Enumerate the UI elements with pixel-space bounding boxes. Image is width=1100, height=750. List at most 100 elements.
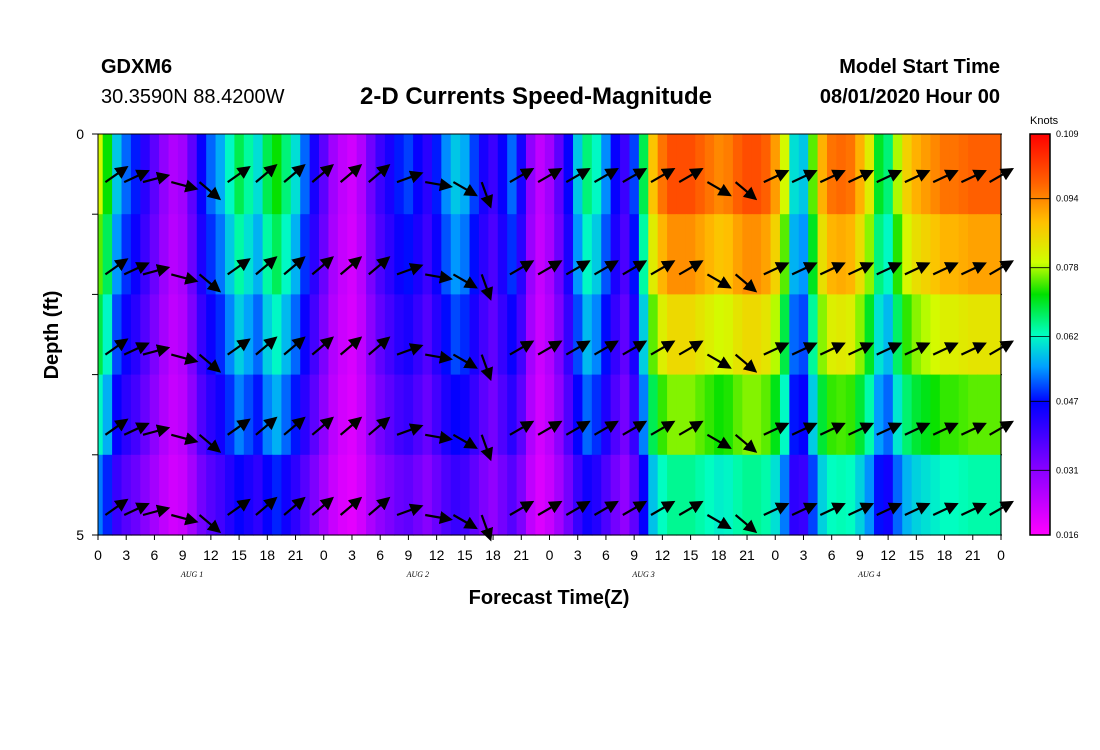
heatmap-cell [751,214,762,295]
current-vector [480,181,493,209]
heatmap-cell [234,214,245,295]
current-vector [425,178,453,192]
heatmap-cell [224,454,235,536]
x-tick-label: 12 [655,547,671,563]
heatmap-cell [648,214,659,295]
heatmap-cell [601,374,612,456]
heatmap-cell [911,454,922,536]
heatmap-cell [996,294,1002,376]
heatmap-cell [573,294,584,376]
heatmap-cell [460,374,471,456]
current-vectors [104,163,1015,542]
heatmap-cell [460,454,471,536]
x-tick-label: 9 [405,547,413,563]
heatmap-cell [732,294,743,376]
heatmap-cell [422,374,433,456]
x-tick-label: 18 [485,547,501,563]
heatmap-cell [300,374,311,456]
heatmap-cell [836,294,847,376]
heatmap-cell [704,374,715,456]
heatmap-cell [582,134,593,215]
heatmap-cell [422,454,433,536]
current-vector [706,353,732,369]
heatmap-cell [431,214,442,295]
heatmap-cell [319,214,330,295]
current-vector [904,262,931,276]
heatmap-cell [366,374,377,456]
heatmap-cell [469,374,480,456]
heatmap-cell [629,454,640,536]
heatmap-cell [356,374,367,456]
heatmap-cell [789,214,800,295]
current-vector [537,420,563,436]
current-vector [425,511,453,525]
heatmap-cell [309,294,320,376]
current-vector [480,274,493,301]
heatmap-cell [102,374,113,456]
current-vector [452,353,478,369]
heatmap-cell [366,214,377,295]
heatmap-cell [892,294,903,376]
heatmap-cell [366,294,377,376]
heatmap-cell [394,134,405,215]
heatmap-cell [450,454,461,536]
current-vector [734,353,758,373]
heatmap-cell [874,374,885,456]
heatmap-cell [112,294,123,376]
current-vector [876,342,903,356]
heatmap-cell [403,134,414,215]
heatmap-cell [375,374,386,456]
heatmap-cell [177,214,188,295]
day-labels: AUG 1 AUG 2 AUG 3 AUG 4 [180,570,881,579]
current-vector [142,504,171,518]
heatmap-cell [826,214,837,295]
heatmap-cell [525,454,536,536]
current-vector [763,342,790,356]
heatmap-cell [657,214,668,295]
x-tick-label: 9 [630,547,638,563]
current-vector [565,260,591,276]
current-vector [650,340,676,356]
heatmap-cell [431,374,442,456]
heatmap-cell [441,214,452,295]
heatmap-cell [968,214,979,295]
current-vector [848,169,875,184]
heatmap-cell [798,214,809,295]
heatmap-cell [817,214,828,295]
heatmap-cell [441,294,452,376]
heatmap-cell [337,294,348,376]
heatmap-cell [648,454,659,536]
current-vector [142,264,171,277]
heatmap-cell [544,294,555,376]
heatmap-cell [939,374,950,456]
heatmap-cell [845,454,856,536]
heatmap-cell [610,214,621,295]
current-vector [368,163,391,183]
heatmap-cell [695,454,706,536]
heatmap-cell [177,134,188,215]
current-vector [123,502,150,516]
heatmap-cell [469,214,480,295]
heatmap-cell [808,374,819,456]
current-vector [368,496,391,516]
heatmap-cell [309,374,320,456]
heatmap-cell [187,294,198,376]
heatmap-cell [986,134,997,215]
current-vector [960,502,987,516]
heatmap-cell [450,374,461,456]
heatmap-cell [751,134,762,215]
current-vector [311,416,334,436]
x-tick-label: 0 [320,547,328,563]
heatmap-cell [544,454,555,536]
current-vector [593,260,619,276]
heatmap-cell [685,454,696,536]
current-vector [706,273,732,289]
current-vector [104,498,129,516]
heatmap-cell [855,374,866,456]
current-vector [791,169,818,184]
current-vector [104,338,129,356]
heatmap-cell [911,214,922,295]
heatmap-cell [864,454,875,536]
heatmap-cell [488,374,499,456]
